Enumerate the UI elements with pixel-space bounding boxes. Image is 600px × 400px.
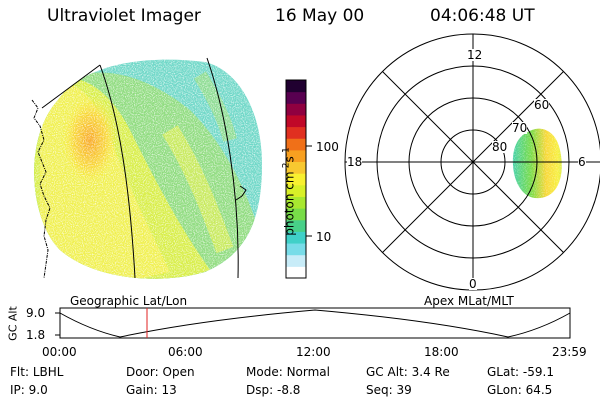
xtick-1200: 12:00 bbox=[296, 345, 331, 359]
xtick-1800: 18:00 bbox=[424, 345, 459, 359]
status-dsp: Dsp: -8.8 bbox=[246, 383, 301, 397]
mlt-6-label: 6 bbox=[578, 155, 586, 169]
colorbar-swatch bbox=[286, 266, 306, 279]
status-flt: Flt: LBHL bbox=[10, 365, 64, 379]
xtick-0600: 06:00 bbox=[168, 345, 203, 359]
altitude-ytick-low: 1.8 bbox=[26, 328, 46, 342]
colorbar-label: photon cm-2s-1 bbox=[281, 147, 297, 236]
colorbar-swatch bbox=[286, 80, 306, 93]
apex-panel-label: Apex MLat/MLT bbox=[424, 294, 514, 308]
colorbar-swatch bbox=[286, 91, 306, 104]
mlt-12-label: 12 bbox=[467, 48, 483, 62]
status-mode: Mode: Normal bbox=[246, 365, 330, 379]
mlt-0-label: 0 bbox=[469, 277, 477, 291]
colorbar-swatch bbox=[286, 114, 306, 128]
xtick-0000: 00:00 bbox=[42, 345, 77, 359]
altitude-ylabel: GC Alt bbox=[6, 306, 20, 341]
geographic-panel-label: Geographic Lat/Lon bbox=[70, 294, 188, 308]
colorbar-swatch bbox=[286, 231, 306, 244]
colorbar-swatch bbox=[286, 219, 306, 232]
status-door: Door: Open bbox=[126, 365, 195, 379]
altitude-plot bbox=[55, 307, 571, 339]
date-label: 16 May 00 bbox=[275, 6, 365, 26]
colorbar-swatch bbox=[286, 184, 306, 197]
status-seq: Seq: 39 bbox=[366, 383, 412, 397]
altitude-ytick-high: 9.0 bbox=[26, 306, 46, 320]
colorbar bbox=[285, 79, 312, 279]
time-label: 04:06:48 UT bbox=[430, 6, 535, 26]
colorbar-swatch bbox=[286, 254, 306, 267]
mlat-80-label: 80 bbox=[492, 140, 508, 154]
colorbar-swatch bbox=[286, 126, 306, 139]
colorbar-swatch bbox=[286, 103, 306, 116]
mlat-70-label: 70 bbox=[512, 121, 528, 135]
colorbar-swatch bbox=[286, 161, 306, 174]
colorbar-swatch bbox=[286, 208, 306, 221]
colorbar-swatch bbox=[286, 173, 306, 186]
auroral-image-geographic bbox=[31, 57, 262, 279]
colorbar-swatch bbox=[286, 196, 306, 209]
status-ip: IP: 9.0 bbox=[10, 383, 48, 397]
colorbar-swatch bbox=[286, 243, 306, 256]
status-glat: GLat: -59.1 bbox=[487, 365, 554, 379]
mlat-60-label: 60 bbox=[534, 98, 550, 112]
mlt-18-label: 18 bbox=[347, 155, 363, 169]
colorbar-swatch bbox=[286, 149, 306, 163]
status-gc-alt: GC Alt: 3.4 Re bbox=[366, 365, 450, 379]
colorbar-tick-10: 10 bbox=[316, 230, 332, 244]
xtick-2359: 23:59 bbox=[552, 345, 587, 359]
status-gain: Gain: 13 bbox=[126, 383, 177, 397]
status-glon: GLon: 64.5 bbox=[487, 383, 553, 397]
polar-plot bbox=[344, 33, 600, 291]
colorbar-tick-100: 100 bbox=[316, 140, 339, 154]
colorbar-swatch bbox=[286, 138, 306, 151]
instrument-title: Ultraviolet Imager bbox=[47, 6, 201, 26]
